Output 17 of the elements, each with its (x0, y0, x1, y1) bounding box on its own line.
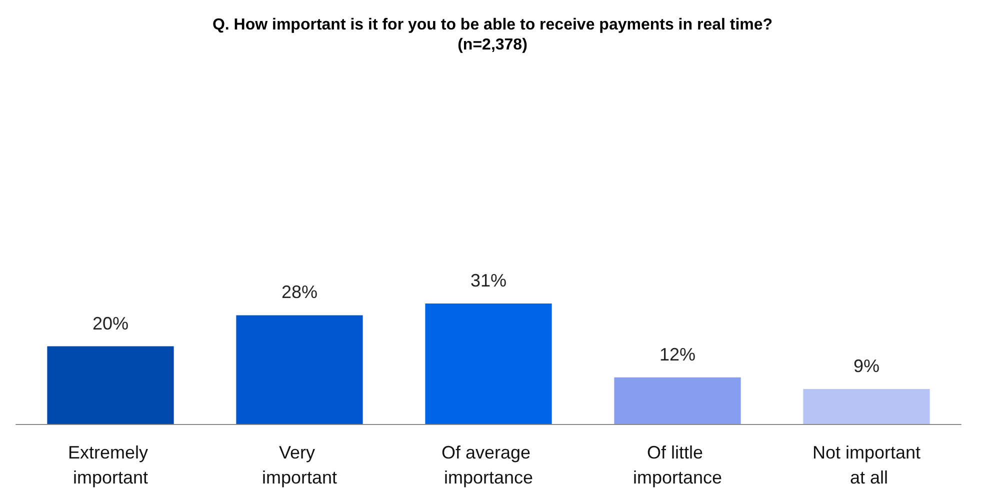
data-label: 20% (92, 313, 129, 334)
data-label: 9% (853, 356, 880, 376)
bar (803, 389, 930, 424)
x-tick-label: Of little importance (632, 442, 722, 488)
bar (47, 346, 174, 424)
bar (614, 377, 741, 424)
chart-title: Q. How important is it for you to be able to receive payments in real time? (212, 16, 773, 34)
chart-subtitle: (n=2,378) (458, 36, 528, 54)
data-label: 31% (470, 270, 507, 291)
data-label: 28% (281, 282, 318, 302)
x-tick-label: Not important at all (812, 442, 921, 488)
bar (236, 315, 363, 424)
x-tick-label: Of average importance (441, 442, 536, 488)
x-tick-label: Very important (262, 442, 338, 488)
data-label: 12% (659, 344, 696, 364)
x-tick-label: Extremely important (68, 442, 154, 488)
bar (425, 304, 552, 424)
